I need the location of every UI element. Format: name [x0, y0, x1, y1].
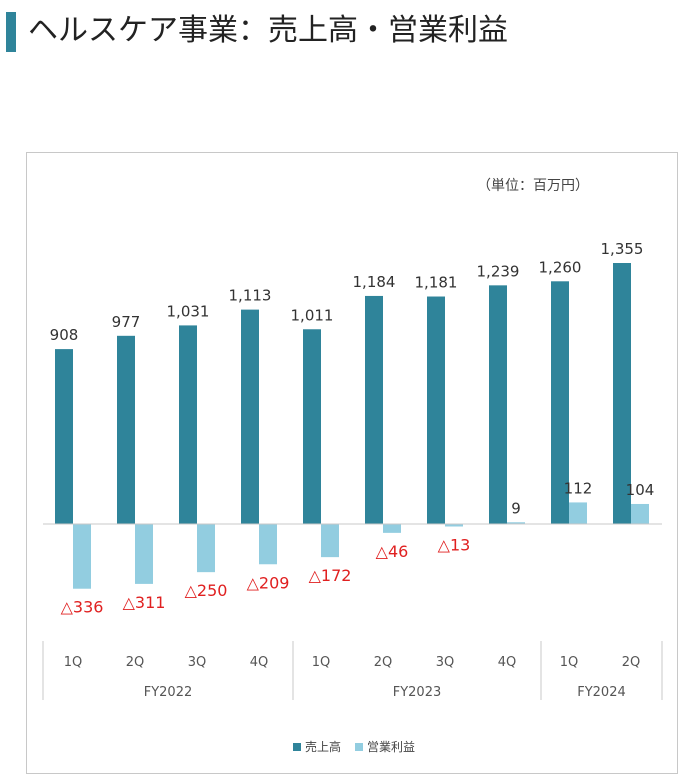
legend-swatch — [293, 743, 301, 751]
fiscal-year-label: FY2024 — [577, 685, 626, 700]
profit-bar — [445, 524, 463, 527]
sales-label: 908 — [50, 326, 79, 344]
sales-label: 1,031 — [167, 302, 210, 320]
profit-bar — [73, 524, 91, 589]
sales-bar — [179, 325, 197, 524]
sales-bar — [365, 295, 383, 524]
chart-panel — [26, 152, 678, 774]
sales-bar — [117, 335, 135, 524]
profit-bar — [507, 522, 525, 524]
sales-bar — [55, 349, 73, 524]
title-accent-bar — [6, 12, 16, 52]
profit-label: △336 — [61, 598, 104, 617]
quarter-label: 1Q — [560, 655, 579, 670]
quarter-label: 2Q — [126, 655, 145, 670]
profit-label: △13 — [438, 536, 471, 555]
profit-label: 104 — [626, 481, 655, 499]
sales-label: 977 — [112, 313, 141, 331]
sales-label: 1,181 — [415, 274, 458, 292]
profit-bar — [197, 524, 215, 573]
quarter-label: 3Q — [188, 655, 207, 670]
profit-bar — [321, 524, 339, 558]
sales-label: 1,355 — [601, 240, 644, 258]
sales-label: 1,113 — [229, 287, 272, 305]
legend-label: 営業利益 — [367, 740, 415, 754]
unit-note: （単位：百万円） — [477, 178, 589, 194]
profit-label: 112 — [564, 479, 593, 497]
legend-label: 売上高 — [305, 739, 341, 754]
profit-bar — [631, 503, 649, 524]
sales-bar — [241, 309, 259, 524]
fiscal-year-label: FY2023 — [393, 685, 442, 700]
profit-label: △250 — [185, 581, 228, 600]
sales-bar — [489, 285, 507, 524]
profit-label: 9 — [511, 499, 521, 517]
fiscal-year-label: FY2022 — [144, 685, 193, 700]
sales-label: 1,239 — [477, 262, 520, 280]
profit-bar — [383, 524, 401, 533]
profit-label: △46 — [376, 542, 409, 561]
sales-bar — [551, 281, 569, 524]
profit-label: △172 — [309, 566, 352, 585]
quarter-label: 2Q — [374, 655, 393, 670]
page-title: ヘルスケア事業：売上高・営業利益 — [28, 13, 508, 48]
sales-bar — [427, 296, 445, 524]
quarter-label: 4Q — [250, 655, 269, 670]
sales-label: 1,011 — [291, 306, 334, 324]
profit-bar — [259, 524, 277, 565]
profit-label: △209 — [247, 573, 290, 592]
profit-label: △311 — [123, 593, 166, 612]
sales-label: 1,184 — [353, 273, 396, 291]
quarter-label: 4Q — [498, 655, 517, 670]
quarter-label: 1Q — [64, 655, 83, 670]
quarter-label: 3Q — [436, 655, 455, 670]
sales-label: 1,260 — [539, 258, 582, 276]
quarter-label: 2Q — [622, 655, 641, 670]
profit-bar — [569, 502, 587, 524]
legend-swatch — [355, 743, 363, 751]
quarter-label: 1Q — [312, 655, 331, 670]
profit-bar — [135, 524, 153, 584]
sales-bar — [613, 263, 631, 524]
sales-bar — [303, 329, 321, 524]
